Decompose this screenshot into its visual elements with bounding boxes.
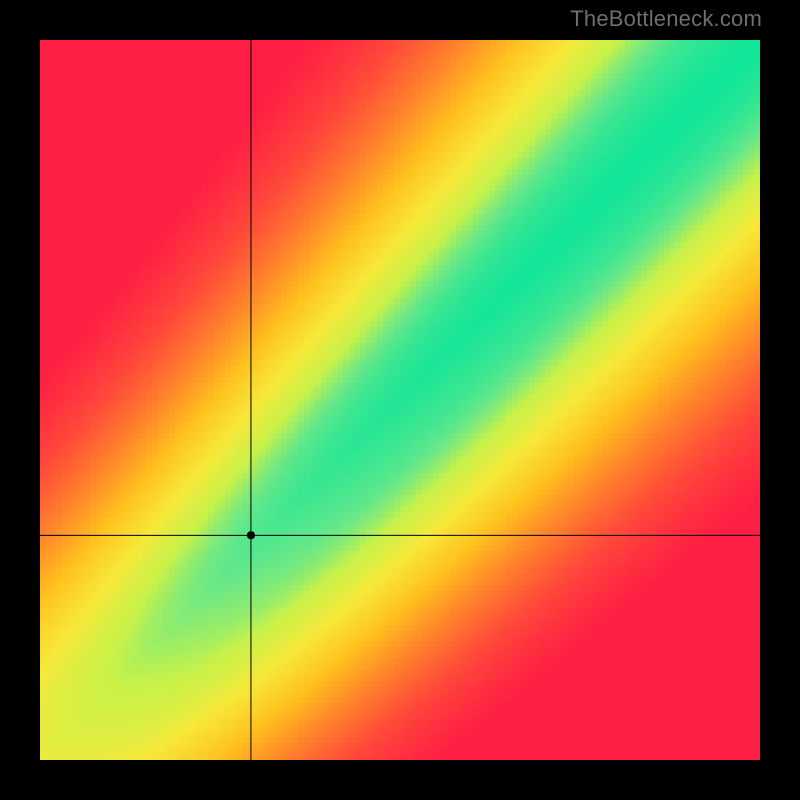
heatmap-plot bbox=[40, 40, 760, 760]
heatmap-canvas bbox=[40, 40, 760, 760]
figure-container: TheBottleneck.com bbox=[0, 0, 800, 800]
watermark-text: TheBottleneck.com bbox=[570, 6, 762, 32]
